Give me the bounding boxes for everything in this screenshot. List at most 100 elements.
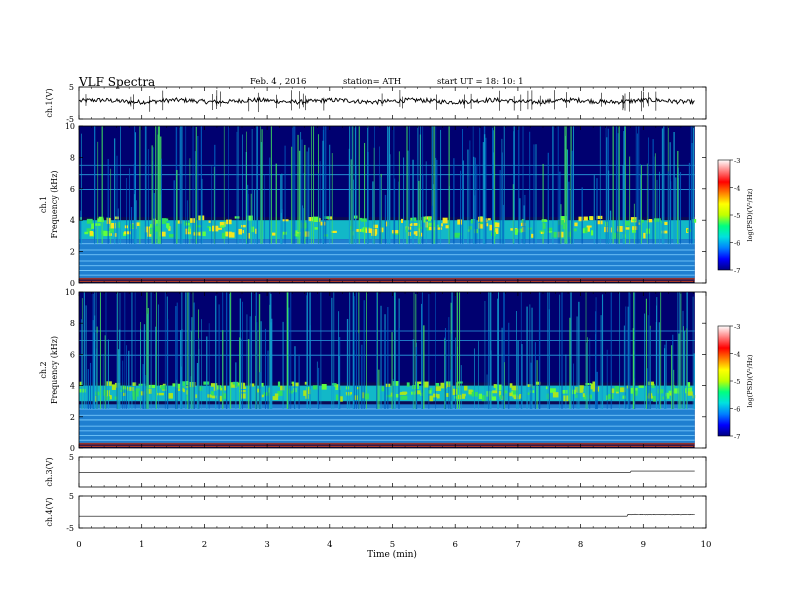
noise-patch [586,226,590,232]
noise-patch [399,392,407,395]
noise-patch [292,382,300,387]
noise-patch [89,230,94,236]
noise-patch [452,389,455,396]
noise-patch [106,381,112,386]
noise-patch [453,233,460,238]
noise-patch [493,384,497,388]
noise-patch [415,390,421,395]
noise-patch [294,233,299,237]
noise-patch [535,381,541,385]
noise-patch [210,391,214,396]
noise-patch [282,231,287,235]
noise-patch [138,383,146,386]
noise-patch [234,382,241,387]
noise-patch [584,227,588,234]
spectrogram-lower-band [79,239,695,279]
noise-patch [140,391,145,396]
noise-patch [632,226,638,230]
colorbar-ch2: -3 -4 -5 -6 -7 log(PSD)(V²/Hz) [717,323,754,441]
noise-patch [106,218,112,224]
noise-patch [355,229,361,232]
noise-patch [513,388,519,395]
noise-patch [79,388,86,393]
x-tick-label: 9 [641,540,646,550]
noise-patch [272,232,276,236]
y-tick-label: 5 [69,83,74,92]
panel-frame [78,495,707,529]
noise-patch [446,384,453,388]
figure-title: VLF Spectra [78,75,155,89]
noise-patch [130,224,137,229]
noise-patch [489,224,494,231]
noise-patch [429,395,434,402]
noise-patch [503,390,508,394]
noise-patch [418,223,421,230]
x-tick-label: 1 [139,540,144,550]
noise-patch [306,389,311,395]
noise-patch [428,390,432,394]
noise-patch [188,226,191,232]
noise-patch [280,385,285,391]
noise-patch [445,225,449,229]
y-tick-label: 2 [70,413,75,422]
noise-patch [263,392,270,396]
noise-patch [487,218,491,221]
noise-patch [578,385,584,389]
noise-patch [653,218,661,222]
noise-patch [119,389,124,393]
noise-patch [395,393,400,398]
noise-patch [391,230,399,234]
noise-patch [581,228,585,234]
noise-patch [489,396,497,401]
noise-patch [277,390,284,396]
noise-patch [116,222,121,228]
noise-patch [217,227,222,230]
noise-patch [195,394,198,398]
noise-patch [643,232,646,239]
noise-patch [624,227,631,230]
noise-patch [413,231,418,235]
panel-ch4-voltage: 5 -5 ch.4(V) [45,492,707,533]
noise-patch [590,383,596,390]
noise-patch [228,232,232,238]
noise-patch [652,395,657,402]
noise-patch [559,216,567,222]
noise-patch [578,216,584,222]
noise-patch [303,390,308,396]
noise-patch [478,216,484,222]
y-axis-label: ch.1(V) [45,88,54,117]
noise-patch [687,382,691,387]
y-axis-label: Frequency (kHz) [50,170,59,238]
colorbar-tick-label: -7 [734,433,740,441]
colorbar-tick-label: -5 [734,378,740,386]
noise-patch [402,391,407,394]
noise-patch [219,395,222,402]
y-axis-label: Frequency (kHz) [50,336,59,404]
noise-patch [277,381,281,388]
noise-patch [457,219,463,225]
x-tick-label: 6 [452,540,457,550]
noise-patch [182,389,185,393]
noise-patch [331,230,337,233]
noise-patch [132,395,137,400]
noise-patch [545,219,548,222]
y-tick-label: 6 [70,185,75,194]
noise-patch [492,390,499,394]
noise-patch [180,381,186,387]
panel-ch2-spectrogram: 10 8 6 4 2 0 ch.2 Frequency (kHz) [39,288,707,453]
noise-patch [109,222,116,229]
noise-patch [199,215,202,221]
colorbar-scale [717,159,731,271]
panel-frame [78,456,707,488]
x-tick-label: 8 [578,540,583,550]
noise-patch [547,227,553,232]
noise-patch [585,383,592,386]
signal-trace [78,96,695,106]
noise-patch [189,218,196,223]
noise-patch [261,382,264,387]
noise-patch [109,227,114,233]
signal-trace [78,513,695,517]
noise-patch [79,381,83,387]
panel-ch1-voltage: 5 -5 ch.1(V) [45,83,707,124]
noise-patch [511,385,518,391]
